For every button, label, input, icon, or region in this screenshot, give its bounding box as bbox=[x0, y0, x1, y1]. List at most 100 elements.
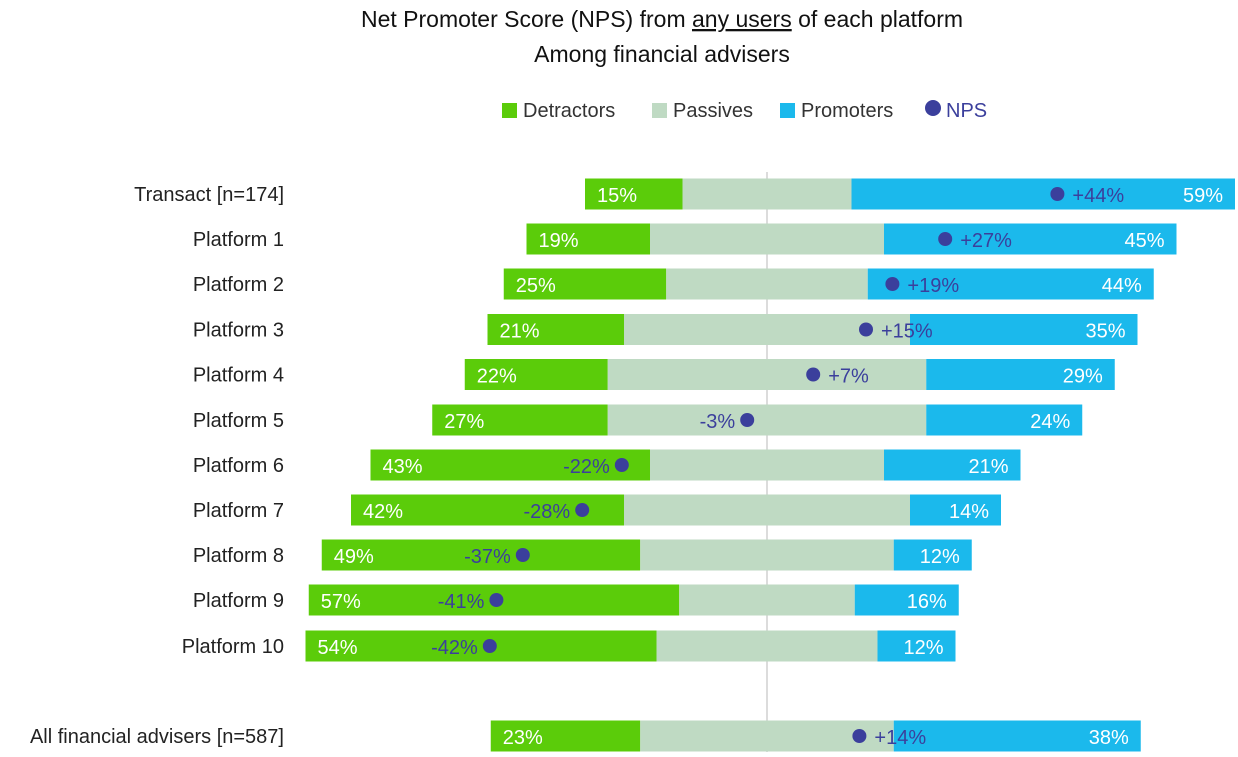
category-label: Platform 4 bbox=[193, 365, 284, 387]
legend-label: Promoters bbox=[801, 100, 893, 122]
nps-label: -3% bbox=[700, 411, 736, 433]
nps-label: +14% bbox=[874, 727, 926, 749]
nps-marker bbox=[482, 639, 497, 653]
nps-marker bbox=[515, 548, 530, 562]
nps-label: -28% bbox=[523, 501, 570, 523]
bar-detractors bbox=[432, 404, 608, 436]
category-label: Transact [n=174] bbox=[134, 184, 284, 206]
detractors-label: 22% bbox=[477, 366, 517, 388]
promoters-label: 44% bbox=[1102, 275, 1142, 297]
bar-promoters bbox=[893, 539, 972, 571]
detractors-label: 21% bbox=[500, 321, 540, 343]
bar-row: Platform 10 54% 12% -42% bbox=[182, 630, 956, 662]
bar-promoters bbox=[867, 268, 1154, 300]
chart-title: Net Promoter Score (NPS) from any users … bbox=[361, 6, 963, 32]
bar-promoters bbox=[926, 404, 1083, 436]
legend-swatch-promoters bbox=[780, 103, 795, 118]
category-label: Platform 3 bbox=[193, 320, 284, 342]
promoters-label: 59% bbox=[1183, 185, 1223, 207]
nps-label: -41% bbox=[438, 591, 485, 613]
legend-label: Detractors bbox=[523, 100, 615, 122]
category-label: Platform 7 bbox=[193, 500, 284, 522]
title-part: Net Promoter Score (NPS) from bbox=[361, 6, 692, 32]
nps-label: +27% bbox=[960, 230, 1012, 252]
nps-label: -42% bbox=[431, 637, 478, 659]
promoters-label: 45% bbox=[1124, 230, 1164, 252]
bar-passives bbox=[624, 494, 910, 526]
bar-passives bbox=[656, 630, 878, 662]
bar-promoters bbox=[877, 630, 956, 662]
nps-marker bbox=[489, 593, 504, 607]
promoters-label: 35% bbox=[1085, 321, 1125, 343]
category-label: Platform 6 bbox=[193, 455, 284, 477]
promoters-label: 14% bbox=[949, 501, 989, 523]
category-label: Platform 5 bbox=[193, 410, 284, 432]
bar-row: Platform 3 21% 35% +15% bbox=[193, 314, 1138, 345]
detractors-label: 19% bbox=[539, 230, 579, 252]
detractors-label: 27% bbox=[444, 411, 484, 433]
bar-row: Platform 1 19% 45% +27% bbox=[193, 223, 1177, 255]
bar-promoters bbox=[884, 449, 1021, 481]
bar-row: Transact [n=174] 15% 59% +44% bbox=[134, 178, 1235, 210]
bar-detractors bbox=[305, 630, 657, 662]
legend-label: NPS bbox=[946, 100, 987, 122]
bar-promoters bbox=[926, 359, 1115, 390]
bar-row: Platform 7 42% 14% -28% bbox=[193, 494, 1001, 526]
category-label: Platform 1 bbox=[193, 229, 284, 251]
detractors-label: 42% bbox=[363, 501, 403, 523]
bar-passives bbox=[650, 223, 884, 255]
bar-passives bbox=[607, 404, 927, 436]
legend: Detractors Passives Promoters NPS bbox=[502, 100, 987, 122]
nps-marker bbox=[885, 277, 900, 291]
bar-detractors bbox=[490, 720, 641, 752]
promoters-label: 12% bbox=[903, 637, 943, 659]
legend-marker-nps bbox=[925, 100, 941, 116]
nps-marker bbox=[1050, 187, 1065, 201]
detractors-label: 57% bbox=[321, 591, 361, 613]
detractors-label: 49% bbox=[334, 546, 374, 568]
detractors-label: 54% bbox=[318, 637, 358, 659]
promoters-label: 16% bbox=[907, 591, 947, 613]
bar-detractors bbox=[464, 359, 608, 390]
bar-passives bbox=[682, 178, 852, 210]
nps-marker bbox=[806, 367, 821, 382]
bar-row: All financial advisers [n=587] 23% 38% +14% bbox=[30, 720, 1141, 752]
promoters-label: 24% bbox=[1030, 411, 1070, 433]
detractors-label: 43% bbox=[383, 456, 423, 478]
chart-subtitle: Among financial advisers bbox=[534, 41, 790, 67]
bar-passives bbox=[607, 359, 927, 390]
bar-row: Platform 8 49% 12% -37% bbox=[193, 539, 972, 571]
nps-label: -37% bbox=[464, 546, 511, 568]
category-label: Platform 2 bbox=[193, 274, 284, 296]
bar-promoters bbox=[884, 223, 1177, 255]
detractors-label: 23% bbox=[503, 727, 543, 749]
legend-label: Passives bbox=[673, 100, 753, 122]
bar-passives bbox=[640, 720, 894, 752]
nps-marker bbox=[740, 413, 755, 427]
bar-passives bbox=[640, 539, 894, 571]
legend-swatch-detractors bbox=[502, 103, 517, 118]
category-label: Platform 8 bbox=[193, 545, 284, 567]
bar-promoters bbox=[910, 494, 1001, 526]
bar-row: Platform 4 22% 29% +7% bbox=[193, 359, 1115, 390]
legend-swatch-passives bbox=[652, 103, 667, 118]
bar-detractors bbox=[321, 539, 641, 571]
nps-label: +7% bbox=[828, 366, 869, 388]
bar-promoters bbox=[893, 720, 1141, 752]
nps-label: -22% bbox=[563, 456, 610, 478]
bar-promoters bbox=[910, 314, 1138, 345]
category-label: Platform 10 bbox=[182, 636, 284, 658]
promoters-label: 38% bbox=[1089, 727, 1129, 749]
bar-detractors bbox=[370, 449, 650, 481]
nps-marker bbox=[614, 458, 629, 472]
bar-passives bbox=[666, 268, 868, 300]
nps-marker bbox=[852, 729, 867, 743]
bar-promoters bbox=[854, 584, 959, 616]
category-label: Platform 9 bbox=[193, 590, 284, 612]
nps-marker bbox=[575, 503, 590, 517]
bar-passives bbox=[679, 584, 855, 616]
bar-detractors bbox=[503, 268, 667, 300]
nps-marker bbox=[938, 232, 953, 246]
bar-row: Platform 6 43% 21% -22% bbox=[193, 449, 1021, 481]
